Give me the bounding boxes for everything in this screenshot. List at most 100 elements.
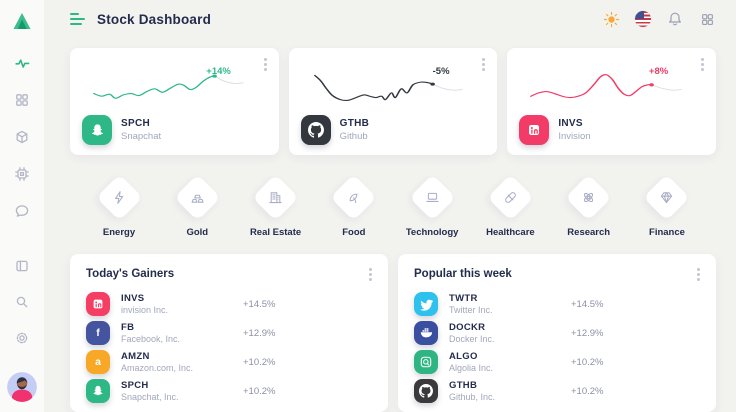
sidebar-item-messages[interactable] [12, 201, 32, 221]
category-research[interactable]: Research [554, 173, 624, 238]
category-gold[interactable]: Gold [162, 173, 232, 238]
stock-row-fb[interactable]: f FB Facebook, Inc. +12.9% [86, 321, 372, 345]
panel-title: Today's Gainers [86, 268, 175, 280]
sun-icon [603, 11, 619, 27]
sidebar-item-search[interactable] [12, 292, 32, 312]
invision-icon [86, 292, 110, 316]
github-icon [414, 379, 438, 403]
todays-gainers-panel: Today's Gainers INVS invision Inc. +14.5%… [70, 254, 388, 412]
twitter-icon [414, 292, 438, 316]
change-value: +10.2% [571, 356, 604, 368]
sidebar-item-products[interactable] [12, 127, 32, 147]
category-technology[interactable]: Technology [397, 173, 467, 238]
panel-menu-button[interactable] [369, 268, 372, 281]
change-value: +10.2% [243, 385, 276, 397]
sidebar-item-layout[interactable] [12, 256, 32, 276]
apps-grid-icon [701, 13, 713, 25]
bell-icon [669, 12, 681, 26]
sidebar-item-settings[interactable] [12, 328, 32, 348]
activity-pulse-icon [14, 58, 29, 68]
panel-menu-button[interactable] [697, 268, 700, 281]
stock-card-invs[interactable]: +8% INVS Invision [507, 48, 716, 155]
sparkline-chart-gthb: -5% [305, 66, 482, 109]
sparkline-chart-spch: +14% [86, 66, 263, 109]
snapchat-icon [82, 115, 112, 145]
stock-name: Snapchat [121, 131, 162, 142]
energy-bolt-icon [114, 191, 123, 204]
amazon-icon: a [86, 350, 110, 374]
app-logo[interactable] [10, 9, 34, 33]
chat-bubble-icon [15, 205, 29, 217]
category-energy[interactable]: Energy [84, 173, 154, 238]
pill-icon [505, 192, 516, 203]
notifications-button[interactable] [666, 10, 684, 28]
change-value: +12.9% [243, 327, 276, 339]
sparkline-svg [530, 74, 683, 99]
page-title: Stock Dashboard [97, 11, 212, 27]
stock-symbol: GTHB [339, 118, 370, 129]
panel-title: Popular this week [414, 268, 512, 280]
card-footer: INVS Invision [519, 115, 704, 145]
stock-row-invs[interactable]: INVS invision Inc. +14.5% [86, 292, 372, 316]
user-avatar[interactable] [7, 372, 37, 402]
laptop-icon [425, 192, 439, 202]
stock-row-amzn[interactable]: a AMZN Amazon.com, Inc. +10.2% [86, 350, 372, 374]
theme-toggle-button[interactable] [602, 10, 620, 28]
change-value: +10.2% [571, 385, 604, 397]
stock-symbol: INVS [558, 118, 583, 129]
menu-toggle-button[interactable] [70, 13, 85, 25]
sparkline-chart-invs: +8% [523, 66, 700, 109]
sidebar-item-activity[interactable] [12, 53, 32, 73]
gem-icon [661, 192, 673, 204]
search-icon [16, 296, 28, 308]
github-icon [300, 115, 331, 145]
change-value: +12.9% [571, 327, 604, 339]
card-menu-button[interactable] [263, 58, 267, 71]
card-menu-button[interactable] [482, 58, 486, 71]
change-value: +14.5% [243, 298, 276, 310]
sidebar [0, 0, 44, 412]
sidebar-item-dashboard[interactable] [12, 90, 32, 110]
food-leaf-icon [349, 193, 358, 204]
change-value: +10.2% [243, 356, 276, 368]
card-footer: GTHB Github [300, 115, 486, 145]
building-icon [269, 192, 282, 204]
stock-row-dockr[interactable]: DOCKR Docker Inc. +12.9% [414, 321, 700, 345]
algolia-icon [414, 350, 438, 374]
category-finance[interactable]: Finance [632, 173, 702, 238]
avatar-image [7, 372, 37, 402]
stock-symbol: SPCH [121, 118, 150, 129]
sparkline-svg [313, 74, 463, 101]
stock-name: Invision [558, 131, 591, 142]
apps-menu-button[interactable] [698, 10, 716, 28]
language-selector[interactable] [634, 10, 652, 28]
card-menu-button[interactable] [701, 58, 704, 71]
dashboard-grid-icon [16, 94, 28, 106]
list-panels: Today's Gainers INVS invision Inc. +14.5%… [70, 254, 716, 412]
header: Stock Dashboard [70, 0, 716, 38]
layout-columns-icon [16, 260, 28, 272]
stock-name: Github [339, 131, 368, 142]
gold-ingot-icon [191, 194, 204, 203]
us-flag-icon [635, 11, 651, 27]
logo-triangle-icon [13, 13, 31, 29]
category-healthcare[interactable]: Healthcare [475, 173, 545, 238]
stock-row-spch[interactable]: SPCH Snapchat, Inc. +10.2% [86, 379, 372, 403]
category-shortcuts: Energy Gold Real Estate Food Technology … [70, 173, 716, 238]
sidebar-nav [12, 53, 32, 221]
stock-row-twtr[interactable]: TWTR Twitter Inc. +14.5% [414, 292, 700, 316]
main-content: Stock Dashboard [44, 0, 736, 412]
docker-icon [414, 321, 438, 345]
category-real-estate[interactable]: Real Estate [241, 173, 311, 238]
stock-row-gthb[interactable]: GTHB Github, Inc. +10.2% [414, 379, 700, 403]
sidebar-item-hardware[interactable] [12, 164, 32, 184]
popular-this-week-panel: Popular this week TWTR Twitter Inc. +14.5… [398, 254, 716, 412]
sidebar-bottom [7, 256, 37, 402]
atom-icon [584, 192, 594, 203]
category-food[interactable]: Food [319, 173, 389, 238]
stock-card-gthb[interactable]: -5% GTHB Github [288, 48, 498, 155]
header-actions [602, 10, 716, 28]
cpu-chip-icon [15, 167, 29, 181]
stock-row-algo[interactable]: ALGO Algolia Inc. +10.2% [414, 350, 700, 374]
stock-card-spch[interactable]: +14% SPCH Snapchat [70, 48, 279, 155]
